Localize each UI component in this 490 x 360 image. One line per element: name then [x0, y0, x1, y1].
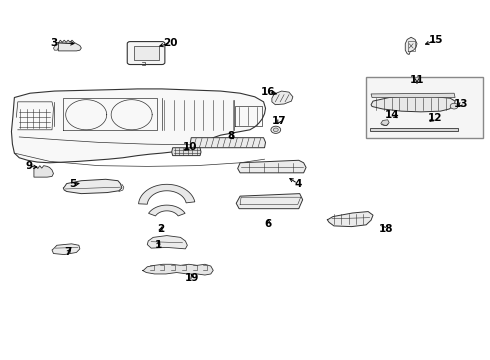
Polygon shape — [238, 160, 306, 173]
Polygon shape — [147, 235, 187, 249]
Polygon shape — [371, 93, 455, 98]
Text: 16: 16 — [261, 87, 276, 97]
Text: 15: 15 — [429, 35, 444, 45]
Text: 5: 5 — [70, 179, 76, 189]
Polygon shape — [272, 91, 293, 105]
Text: 3: 3 — [50, 38, 57, 48]
Text: 8: 8 — [228, 131, 235, 141]
Circle shape — [450, 103, 458, 109]
Text: 9: 9 — [25, 161, 33, 171]
Text: 12: 12 — [427, 113, 442, 123]
Text: 7: 7 — [65, 247, 72, 257]
Polygon shape — [381, 120, 389, 126]
Text: 10: 10 — [183, 142, 197, 152]
Circle shape — [271, 126, 281, 134]
Text: 17: 17 — [272, 116, 287, 126]
Text: 20: 20 — [164, 38, 178, 48]
Polygon shape — [11, 89, 266, 163]
FancyBboxPatch shape — [127, 41, 165, 64]
Polygon shape — [172, 148, 201, 156]
Bar — [369, 128, 458, 131]
Text: 18: 18 — [378, 225, 393, 234]
Polygon shape — [327, 212, 373, 226]
Polygon shape — [190, 138, 266, 148]
Polygon shape — [148, 205, 185, 216]
Circle shape — [273, 128, 278, 132]
Text: 19: 19 — [185, 273, 199, 283]
Polygon shape — [405, 37, 417, 54]
Polygon shape — [58, 40, 81, 51]
Polygon shape — [34, 166, 53, 177]
Polygon shape — [53, 44, 58, 50]
Text: 11: 11 — [410, 75, 424, 85]
Text: 4: 4 — [294, 179, 301, 189]
Polygon shape — [52, 244, 80, 255]
Polygon shape — [236, 194, 303, 209]
Text: 14: 14 — [385, 110, 400, 120]
Polygon shape — [143, 264, 213, 275]
Bar — [134, 46, 159, 60]
Text: 6: 6 — [265, 219, 272, 229]
Polygon shape — [371, 96, 455, 112]
Text: 1: 1 — [154, 240, 162, 250]
Bar — [366, 77, 484, 138]
Polygon shape — [63, 179, 122, 194]
Polygon shape — [139, 184, 195, 204]
Text: 2: 2 — [157, 225, 165, 234]
Text: 13: 13 — [454, 99, 468, 109]
